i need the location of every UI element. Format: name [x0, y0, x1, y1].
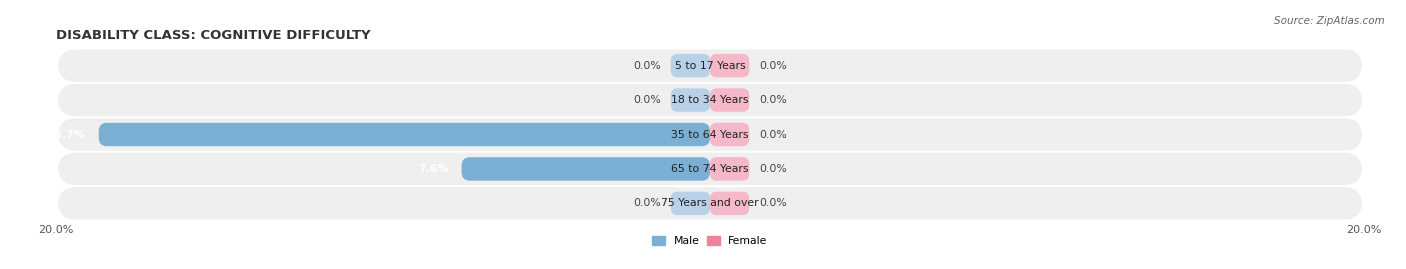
FancyBboxPatch shape [710, 123, 749, 146]
FancyBboxPatch shape [98, 123, 710, 146]
FancyBboxPatch shape [58, 153, 1362, 185]
Text: 18 to 34 Years: 18 to 34 Years [671, 95, 749, 105]
FancyBboxPatch shape [671, 54, 710, 77]
Text: 0.0%: 0.0% [759, 61, 787, 71]
FancyBboxPatch shape [671, 192, 710, 215]
Text: DISABILITY CLASS: COGNITIVE DIFFICULTY: DISABILITY CLASS: COGNITIVE DIFFICULTY [56, 29, 371, 42]
Text: 7.6%: 7.6% [418, 164, 449, 174]
FancyBboxPatch shape [710, 88, 749, 112]
FancyBboxPatch shape [58, 49, 1362, 82]
FancyBboxPatch shape [671, 88, 710, 112]
FancyBboxPatch shape [710, 157, 749, 181]
Text: 0.0%: 0.0% [633, 198, 661, 208]
Text: 35 to 64 Years: 35 to 64 Years [671, 129, 749, 140]
Text: 75 Years and over: 75 Years and over [661, 198, 759, 208]
Text: 18.7%: 18.7% [48, 129, 86, 140]
Text: 65 to 74 Years: 65 to 74 Years [671, 164, 749, 174]
FancyBboxPatch shape [58, 118, 1362, 151]
FancyBboxPatch shape [710, 192, 749, 215]
Text: 0.0%: 0.0% [633, 95, 661, 105]
Text: 0.0%: 0.0% [759, 129, 787, 140]
Text: 0.0%: 0.0% [759, 164, 787, 174]
FancyBboxPatch shape [461, 157, 710, 181]
FancyBboxPatch shape [58, 187, 1362, 220]
FancyBboxPatch shape [58, 84, 1362, 116]
Text: 0.0%: 0.0% [759, 95, 787, 105]
Legend: Male, Female: Male, Female [652, 236, 768, 246]
Text: 0.0%: 0.0% [633, 61, 661, 71]
Text: 0.0%: 0.0% [759, 198, 787, 208]
Text: Source: ZipAtlas.com: Source: ZipAtlas.com [1274, 16, 1385, 26]
Text: 5 to 17 Years: 5 to 17 Years [675, 61, 745, 71]
FancyBboxPatch shape [710, 54, 749, 77]
